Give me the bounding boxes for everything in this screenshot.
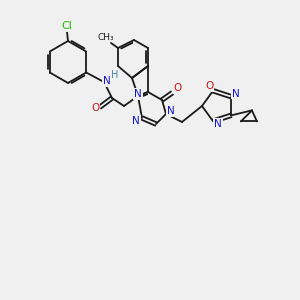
Text: H: H xyxy=(111,70,119,80)
Text: CH₃: CH₃ xyxy=(98,32,114,41)
Text: N: N xyxy=(167,106,175,116)
Text: N: N xyxy=(103,76,111,86)
Text: N: N xyxy=(132,116,140,126)
Text: N: N xyxy=(214,119,222,129)
Text: O: O xyxy=(205,81,213,91)
Text: N: N xyxy=(232,88,240,99)
Text: O: O xyxy=(174,83,182,93)
Text: Cl: Cl xyxy=(61,21,72,31)
Text: O: O xyxy=(91,103,99,113)
Text: N: N xyxy=(134,89,142,99)
